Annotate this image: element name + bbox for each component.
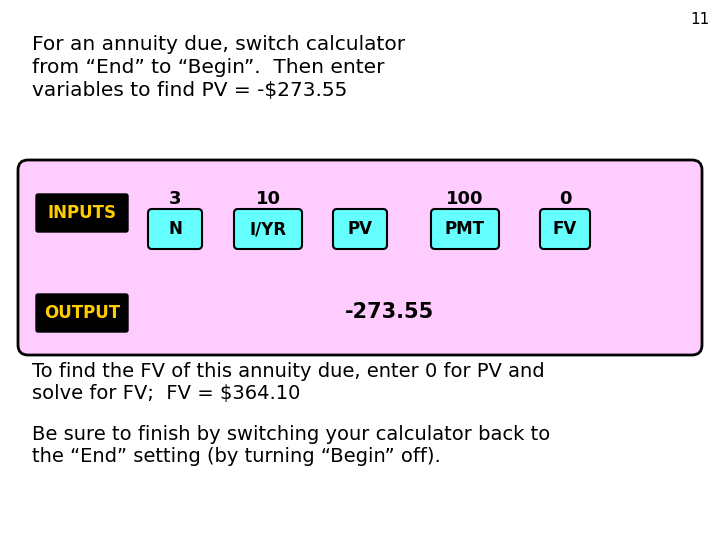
FancyBboxPatch shape — [148, 209, 202, 249]
FancyBboxPatch shape — [540, 209, 590, 249]
Text: variables to find PV = -$273.55: variables to find PV = -$273.55 — [32, 81, 347, 100]
Text: OUTPUT: OUTPUT — [44, 304, 120, 322]
Text: the “End” setting (by turning “Begin” off).: the “End” setting (by turning “Begin” of… — [32, 447, 441, 466]
Text: PV: PV — [348, 220, 372, 238]
Text: To find the FV of this annuity due, enter 0 for PV and: To find the FV of this annuity due, ente… — [32, 362, 544, 381]
Text: N: N — [168, 220, 182, 238]
Text: -273.55: -273.55 — [346, 302, 435, 322]
Text: 11: 11 — [690, 12, 710, 27]
Text: INPUTS: INPUTS — [48, 204, 117, 222]
Text: 3: 3 — [168, 190, 181, 208]
FancyBboxPatch shape — [234, 209, 302, 249]
Text: solve for FV;  FV = $364.10: solve for FV; FV = $364.10 — [32, 384, 300, 403]
Text: PMT: PMT — [445, 220, 485, 238]
FancyBboxPatch shape — [431, 209, 499, 249]
Text: 0: 0 — [559, 190, 571, 208]
FancyBboxPatch shape — [18, 160, 702, 355]
FancyBboxPatch shape — [333, 209, 387, 249]
Text: I/YR: I/YR — [249, 220, 287, 238]
Text: For an annuity due, switch calculator: For an annuity due, switch calculator — [32, 35, 405, 54]
FancyBboxPatch shape — [36, 194, 128, 232]
Text: 10: 10 — [256, 190, 281, 208]
Text: Be sure to finish by switching your calculator back to: Be sure to finish by switching your calc… — [32, 425, 550, 444]
Text: FV: FV — [553, 220, 577, 238]
Text: 100: 100 — [446, 190, 484, 208]
FancyBboxPatch shape — [36, 294, 128, 332]
Text: from “End” to “Begin”.  Then enter: from “End” to “Begin”. Then enter — [32, 58, 384, 77]
